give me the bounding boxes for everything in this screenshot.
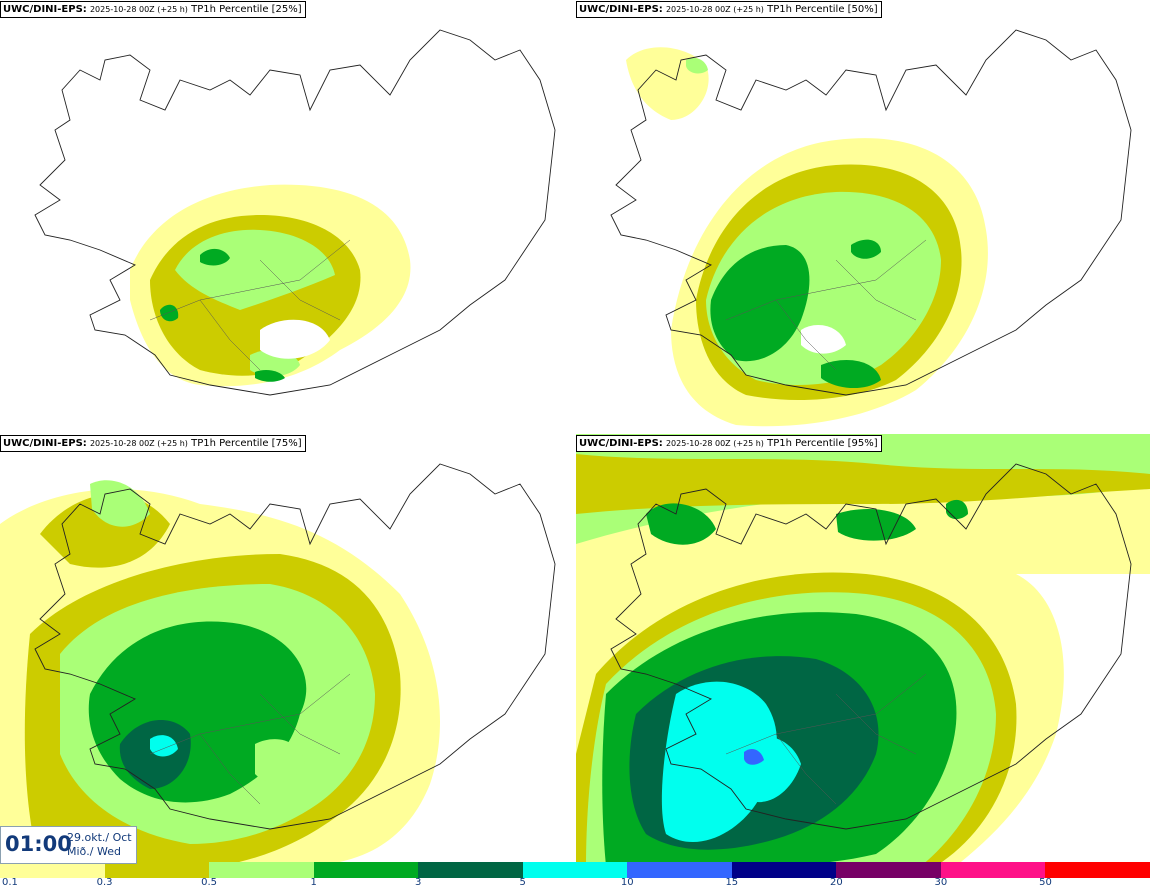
legend-tick-label: 3 <box>414 877 422 888</box>
map-panel-p95: UWC/DINI-EPS: 2025-10-28 00Z (+25 h) TP1… <box>576 434 1150 862</box>
legend-swatch <box>731 862 837 878</box>
legend-tick-label: 30 <box>934 877 948 888</box>
legend-swatch <box>0 862 106 878</box>
legend-swatch <box>836 862 942 878</box>
legend-swatch <box>1045 862 1150 878</box>
valid-date-line2: Mið./ Wed <box>67 845 121 858</box>
legend-tick-label: 20 <box>829 877 843 888</box>
legend-tick-label: 0.3 <box>96 877 113 888</box>
run-time: 2025-10-28 00Z (+25 h) <box>89 439 188 448</box>
run-time: 2025-10-28 00Z (+25 h) <box>665 439 764 448</box>
legend-swatch <box>418 862 524 878</box>
precip-map <box>0 463 556 862</box>
valid-time-box: 01:00 29.okt./ Oct Mið./ Wed <box>0 826 137 864</box>
panel-title: UWC/DINI-EPS: 2025-10-28 00Z (+25 h) TP1… <box>576 1 882 18</box>
map-panel-p75: UWC/DINI-EPS: 2025-10-28 00Z (+25 h) TP1… <box>0 434 574 862</box>
legend-swatch <box>522 862 628 878</box>
model-name: UWC/DINI-EPS: <box>3 4 87 15</box>
model-name: UWC/DINI-EPS: <box>579 4 663 15</box>
legend-swatch <box>940 862 1046 878</box>
panel-title: UWC/DINI-EPS: 2025-10-28 00Z (+25 h) TP1… <box>576 435 882 452</box>
legend-tick-label: 15 <box>725 877 739 888</box>
precip-map <box>34 29 556 396</box>
legend-tick-label: 0.1 <box>2 877 18 888</box>
panel-title: UWC/DINI-EPS: 2025-10-28 00Z (+25 h) TP1… <box>0 435 306 452</box>
legend-ticks: 0.1 0.3 0.5 1 3 5 10 15 20 30 50 <box>0 877 1150 891</box>
legend-colorbar <box>0 862 1150 878</box>
legend-tick-label: 50 <box>1039 877 1052 888</box>
valid-date: 29.okt./ Oct Mið./ Wed <box>67 831 132 859</box>
legend-swatch <box>104 862 210 878</box>
precip-map <box>610 29 1132 427</box>
precip-map <box>576 434 1150 862</box>
field-name: TP1h Percentile [95%] <box>767 438 878 449</box>
model-name: UWC/DINI-EPS: <box>3 438 87 449</box>
legend-swatch <box>313 862 419 878</box>
legend-swatch <box>627 862 733 878</box>
legend-swatch <box>209 862 315 878</box>
legend-tick-label: 5 <box>519 877 526 888</box>
run-time: 2025-10-28 00Z (+25 h) <box>665 5 764 14</box>
model-name: UWC/DINI-EPS: <box>579 438 663 449</box>
legend-tick-label: 0.5 <box>201 877 218 888</box>
legend-tick-label: 10 <box>620 877 634 888</box>
legend-tick-label: 1 <box>310 877 317 888</box>
valid-hour: 01:00 <box>5 832 72 856</box>
panel-title: UWC/DINI-EPS: 2025-10-28 00Z (+25 h) TP1… <box>0 1 306 18</box>
map-panel-p50: UWC/DINI-EPS: 2025-10-28 00Z (+25 h) TP1… <box>576 0 1150 432</box>
run-time: 2025-10-28 00Z (+25 h) <box>89 5 188 14</box>
field-name: TP1h Percentile [50%] <box>767 4 878 15</box>
field-name: TP1h Percentile [25%] <box>191 4 302 15</box>
valid-date-line1: 29.okt./ Oct <box>67 831 132 844</box>
field-name: TP1h Percentile [75%] <box>191 438 302 449</box>
map-panel-p25: UWC/DINI-EPS: 2025-10-28 00Z (+25 h) TP1… <box>0 0 574 432</box>
